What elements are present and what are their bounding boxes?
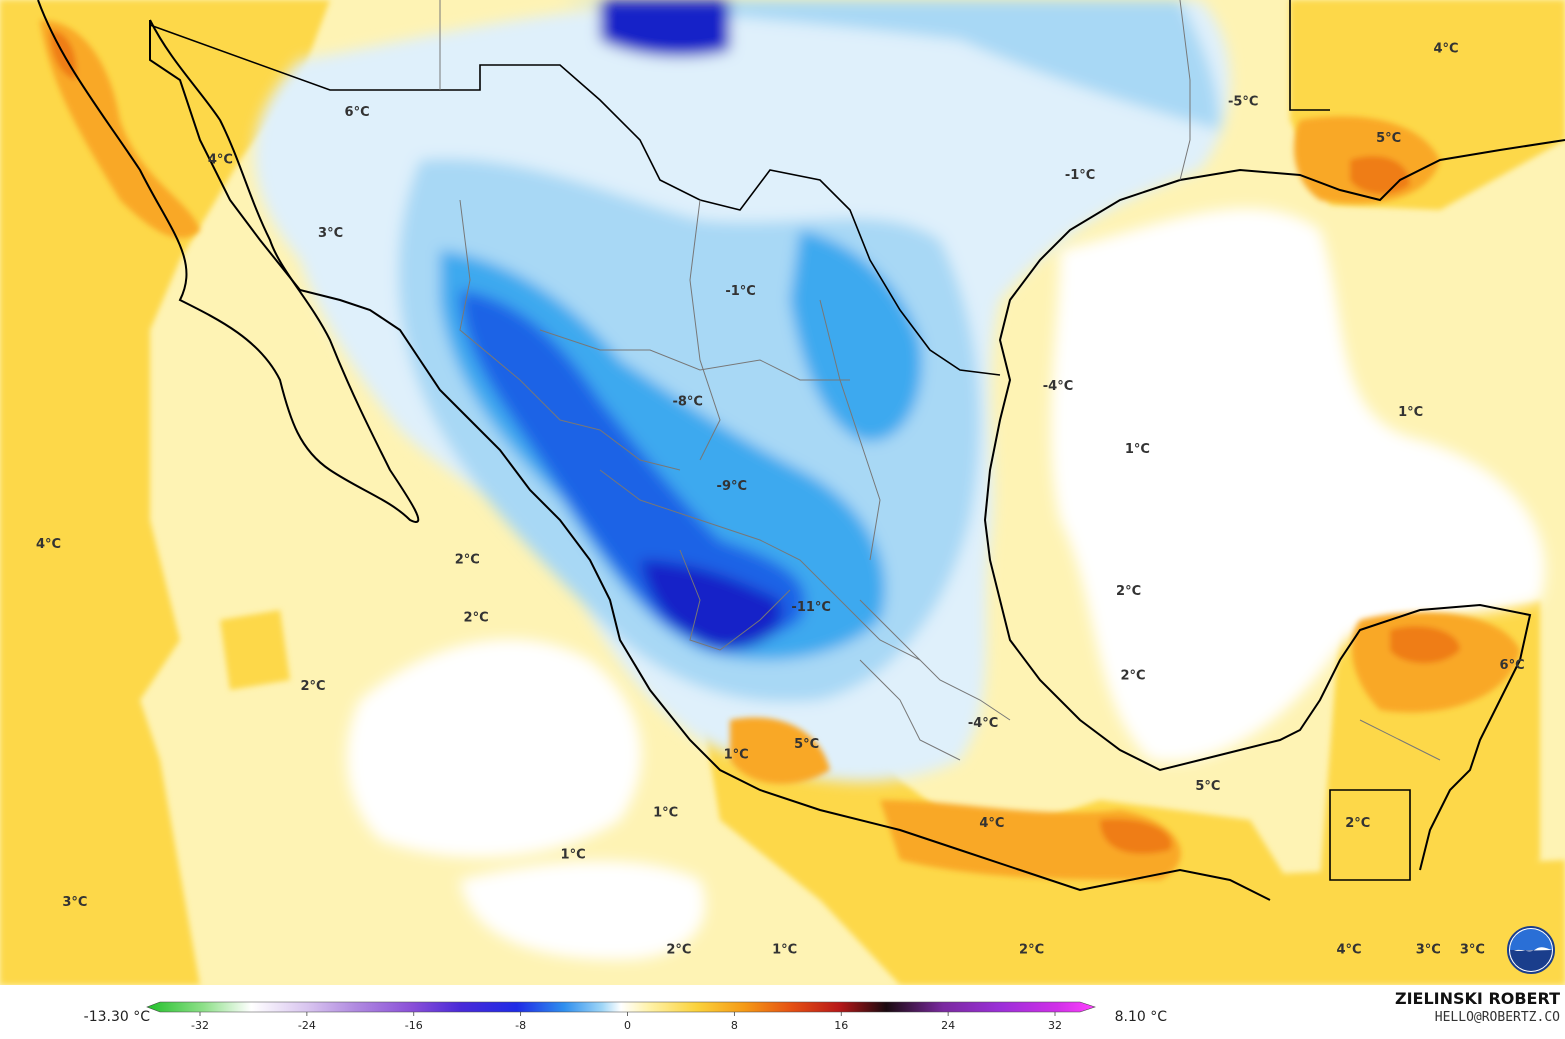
temperature-label: -11°C [791, 600, 831, 615]
temperature-label: 4°C [1433, 42, 1458, 57]
temperature-label: -8°C [672, 395, 702, 410]
temperature-label: 1°C [1398, 405, 1423, 420]
temperature-labels: 6°C 4°C 3°C 4°C 2°C -8°C -9°C -1°C -11°C -4°C -1°C… [36, 42, 1525, 958]
temperature-label: -4°C [968, 716, 998, 731]
temperature-label: 3°C [62, 895, 87, 910]
colorbar-gradient [146, 1001, 1096, 1013]
temperature-label: -4°C [1043, 379, 1073, 394]
colorbar-tick-label: -32 [191, 1019, 209, 1032]
temperature-label: -5°C [1228, 94, 1258, 109]
temperature-label: 1°C [1125, 442, 1150, 457]
colorbar-ticks: -32 -24 -16 -8 0 8 16 24 32 [191, 1012, 1062, 1032]
colorbar-tick-label: -16 [405, 1019, 423, 1032]
temperature-label: 6°C [1500, 658, 1525, 673]
coastlines [37, 0, 1565, 901]
temperature-label: 4°C [979, 816, 1004, 831]
colorbar: -13.30 °C 8.10 °C -32 -24 -16 -8 0 8 16 24 32 ZI… [84, 989, 1561, 1032]
author-name: ZIELINSKI ROBERT [1395, 989, 1560, 1008]
colorbar-tick-label: 32 [1048, 1019, 1062, 1032]
temperature-label: 6°C [345, 105, 370, 120]
temperature-label: 2°C [300, 679, 325, 694]
country-borders [149, 0, 1411, 881]
temperature-label: 2°C [455, 553, 480, 568]
temperature-label: 4°C [1336, 942, 1361, 957]
colorbar-tick-label: 16 [834, 1019, 848, 1032]
temperature-label: 5°C [1376, 131, 1401, 146]
temperature-label: 2°C [1345, 816, 1370, 831]
temperature-label: 2°C [1019, 942, 1044, 957]
cold-anomaly-region [254, 0, 1230, 782]
colorbar-tick-label: 0 [624, 1019, 631, 1032]
temperature-label: 2°C [464, 611, 489, 626]
temperature-label: 1°C [772, 942, 797, 957]
temperature-label: -1°C [1065, 168, 1095, 183]
author-email: HELLO@ROBERTZ.CO [1435, 1010, 1560, 1025]
temperature-label: 4°C [36, 537, 61, 552]
temperature-label: 4°C [208, 152, 233, 167]
temperature-label: 5°C [1195, 779, 1220, 794]
noaa-logo-icon [1507, 926, 1555, 974]
state-borders [439, 0, 1441, 761]
temperature-anomaly-map: 6°C 4°C 3°C 4°C 2°C -8°C -9°C -1°C -11°C -4°C -1°C… [0, 0, 1565, 985]
temperature-label: -1°C [725, 284, 755, 299]
colorbar-tick-label: 8 [731, 1019, 738, 1032]
temperature-label: 5°C [794, 737, 819, 752]
temperature-label: 1°C [561, 848, 586, 863]
colorbar-tick-label: -24 [298, 1019, 316, 1032]
temperature-label: -9°C [717, 479, 747, 494]
temperature-label: 3°C [1416, 942, 1441, 957]
colorbar-tick-label: 24 [941, 1019, 955, 1032]
temperature-label: 1°C [724, 748, 749, 763]
temperature-label: 2°C [666, 942, 691, 957]
warm-hotspots [40, 20, 1520, 880]
colorbar-tick-label: -8 [515, 1019, 526, 1032]
legend-min-label: -13.30 °C [84, 1009, 151, 1025]
temperature-label: 1°C [653, 805, 678, 820]
temperature-label: 3°C [318, 226, 343, 241]
temperature-label: 2°C [1120, 669, 1145, 684]
neutral-zones [346, 208, 1545, 960]
legend-footer: -13.30 °C 8.10 °C -32 -24 -16 -8 0 8 16 24 32 ZI… [0, 985, 1565, 1035]
temperature-label: 3°C [1460, 942, 1485, 957]
temperature-label: 2°C [1116, 584, 1141, 599]
legend-max-label: 8.10 °C [1115, 1009, 1168, 1025]
